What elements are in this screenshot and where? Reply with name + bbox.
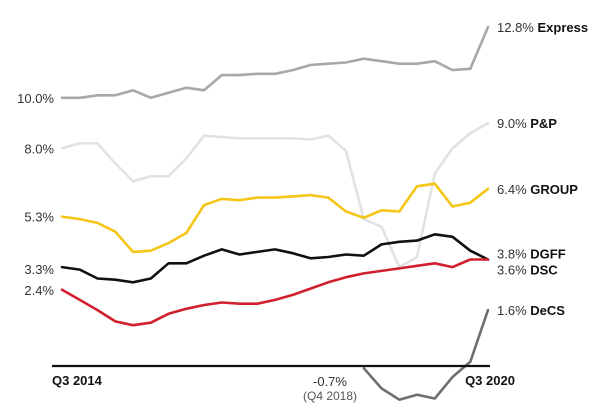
- end-value-group: 6.4%: [497, 182, 530, 197]
- end-value-dsc: 3.6%: [497, 263, 530, 278]
- series-name-decs: DeCS: [530, 303, 565, 318]
- x-tick-end: Q3 2020: [465, 373, 515, 388]
- label-layer: 10.0% 12.8% Express 8.0% 9.0% P&P 5.3% 6.4% G…: [17, 20, 588, 318]
- end-label-dsc: 3.6% DSC: [497, 263, 558, 278]
- end-label-express: 12.8% Express: [497, 20, 588, 35]
- annotation-date: (Q4 2018): [303, 389, 357, 403]
- series-line-decs: [362, 308, 490, 402]
- series-line-group: [60, 182, 490, 254]
- series-line-express: [60, 25, 490, 100]
- start-label-express: 10.0%: [17, 91, 54, 106]
- series-name-p-p: P&P: [530, 116, 557, 131]
- end-value-dgff: 3.8%: [497, 247, 530, 262]
- start-label-dgff: 3.3%: [24, 262, 54, 277]
- start-label-p-p: 8.0%: [24, 141, 54, 156]
- annotation-value: -0.7%: [313, 374, 347, 389]
- series-name-group: GROUP: [530, 182, 578, 197]
- end-value-express: 12.8%: [497, 20, 537, 35]
- series-line-p-p: [60, 121, 490, 269]
- start-label-group: 5.3%: [24, 210, 54, 225]
- x-tick-start: Q3 2014: [52, 373, 103, 388]
- end-label-decs: 1.6% DeCS: [497, 303, 565, 318]
- series-name-express: Express: [537, 20, 588, 35]
- start-label-dsc: 2.4%: [24, 283, 54, 298]
- series-name-dgff: DGFF: [530, 247, 565, 262]
- end-label-group: 6.4% GROUP: [497, 182, 578, 197]
- end-label-p-p: 9.0% P&P: [497, 116, 557, 131]
- end-value-p-p: 9.0%: [497, 116, 530, 131]
- end-value-decs: 1.6%: [497, 303, 530, 318]
- series-layer: [60, 25, 490, 402]
- series-line-dsc: [60, 258, 490, 327]
- series-name-dsc: DSC: [530, 263, 558, 278]
- end-label-dgff: 3.8% DGFF: [497, 247, 566, 262]
- series-line-dgff: [60, 233, 490, 284]
